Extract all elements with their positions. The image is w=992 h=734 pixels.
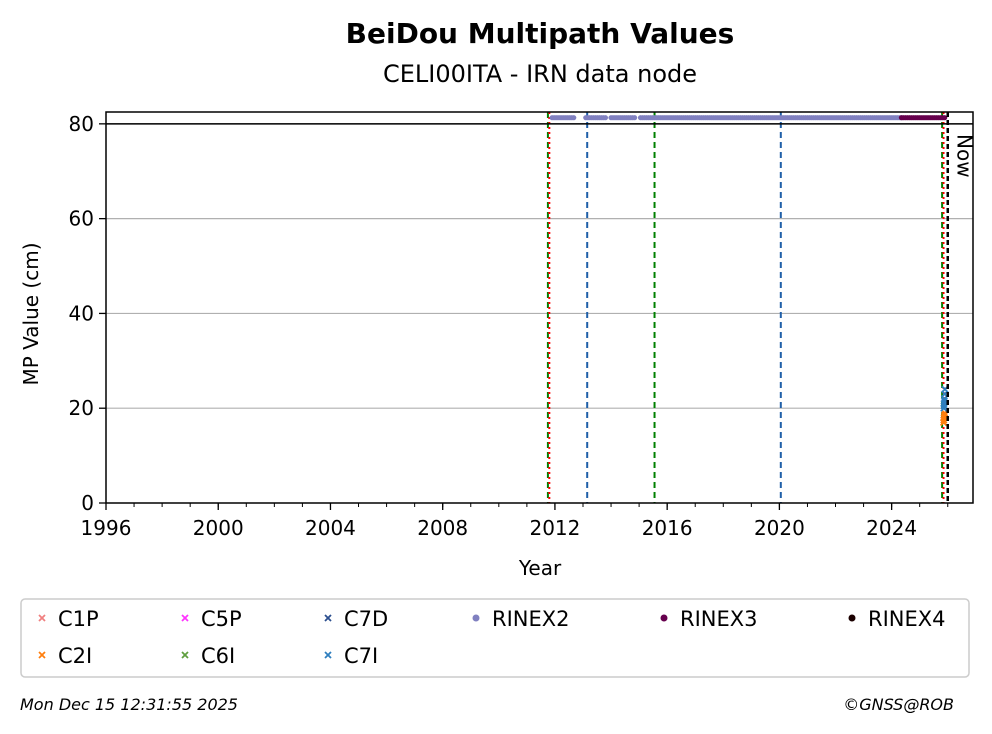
legend-item-rinex2: RINEX2: [472, 607, 570, 631]
legend-item-c7d: C7D: [324, 607, 388, 631]
legend-item-c1p: C1P: [38, 607, 99, 631]
x-tick-label-2004: 2004: [305, 516, 356, 540]
point-c7i-6: [940, 397, 949, 405]
legend-item-c6i: C6I: [181, 644, 235, 668]
legend-item-c2i: C2I: [38, 644, 92, 668]
event-lines: [546, 112, 945, 503]
legend-label-rinex3: RINEX3: [680, 607, 758, 631]
legend-label-c7d: C7D: [344, 607, 388, 631]
x-tick-label-2000: 2000: [193, 516, 244, 540]
y-tick-label-60: 60: [69, 207, 94, 231]
x-tick-label-2008: 2008: [417, 516, 468, 540]
x-tick-label-2024: 2024: [866, 516, 917, 540]
legend-label-c6i: C6I: [201, 644, 235, 668]
legend-item-rinex3: RINEX3: [660, 607, 758, 631]
x-tick-label-2020: 2020: [754, 516, 805, 540]
legend-marker-rinex3: [660, 614, 668, 622]
legend-marker-c5p-b: [181, 614, 189, 622]
grid-lines: [106, 123, 973, 409]
legend-label-c5p: C5P: [201, 607, 242, 631]
legend-marker-c7d-b: [324, 614, 332, 622]
legend-label-c2i: C2I: [58, 644, 92, 668]
legend-marker-c1p-b: [38, 614, 46, 622]
x-tick-label-1996: 1996: [81, 516, 132, 540]
point-rinex2-2-12: [632, 115, 638, 121]
chart-title: BeiDou Multipath Values: [346, 17, 735, 50]
legend-item-rinex4: RINEX4: [848, 607, 946, 631]
legend-marker-c2i-b: [38, 651, 46, 659]
legend-marker-rinex4: [848, 614, 856, 622]
x-tick-label-2016: 2016: [642, 516, 693, 540]
legend-box: [20, 598, 970, 678]
point-rinex2-1-10: [602, 115, 609, 121]
legend-marker-c7i-b: [324, 651, 332, 659]
point-c7i-6-b: [940, 397, 949, 405]
legend-label-c7i: C7I: [344, 644, 378, 668]
footer-credit: ©GNSS@ROB: [843, 695, 954, 714]
plot-area: [105, 111, 974, 504]
y-tick-label-20: 20: [69, 396, 94, 420]
x-axis: 1996 2000 2004 2008 2012 2016 2020 2024: [81, 503, 949, 540]
chart-subtitle: CELI00ITA - IRN data node: [383, 60, 697, 88]
y-tick-label-0: 0: [81, 491, 94, 515]
y-tick-label-40: 40: [69, 301, 94, 325]
point-c2i-4-b: [940, 411, 949, 419]
y-axis: 0 20 40 60 80: [69, 112, 106, 515]
point-rinex3-0-22: [942, 115, 948, 121]
y-tick-label-80: 80: [69, 112, 94, 136]
legend-marker-c6i-b: [181, 651, 189, 659]
legend: C1P C2I C5P C6I C7D C7I RINEX2 RINEX3 RINEX4: [38, 607, 946, 668]
legend-item-c5p: C5P: [181, 607, 242, 631]
point-c2i-4: [940, 411, 949, 419]
footer-timestamp: Mon Dec 15 12:31:55 2025: [20, 695, 238, 714]
legend-item-c7i: C7I: [324, 644, 378, 668]
point-rinex2-0-11: [571, 115, 577, 121]
x-axis-label: Year: [518, 556, 562, 580]
legend-label-rinex2: RINEX2: [492, 607, 570, 631]
point-c2i-0-b: [939, 418, 948, 427]
point-c2i-1-b: [940, 414, 948, 422]
y-axis-label: MP Value (cm): [19, 242, 43, 385]
legend-marker-rinex2: [472, 614, 480, 622]
legend-label-c1p: C1P: [58, 607, 99, 631]
x-tick-label-2012: 2012: [529, 516, 580, 540]
data-points: [549, 115, 949, 427]
point-c2i-3-b: [940, 416, 948, 424]
legend-label-rinex4: RINEX4: [868, 607, 946, 631]
